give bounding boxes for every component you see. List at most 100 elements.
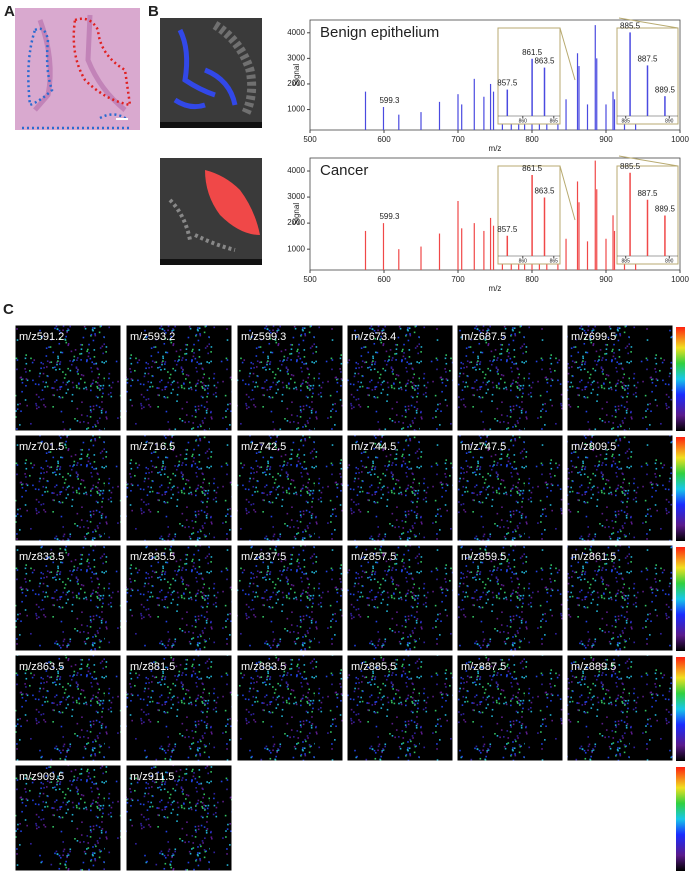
- inset-tick-label: 865: [550, 258, 559, 264]
- ion-label: m/z885.5: [351, 661, 396, 673]
- ion-label: m/z742.5: [241, 441, 286, 453]
- x-tick-label: 500: [303, 275, 317, 284]
- inset-tick-label: 860: [519, 118, 528, 124]
- color-bar: [676, 547, 685, 651]
- ion-label: m/z687.5: [461, 331, 506, 343]
- ion-image: [125, 764, 233, 872]
- inset-peak-label: 887.5: [637, 55, 658, 64]
- inset-tick-label: 885: [622, 118, 631, 124]
- ion-images: m/z591.2 m/z593.2 m/z599.3 m/z673.4 m/z687.5…: [14, 324, 685, 872]
- y-tick-label: 4000: [287, 28, 305, 37]
- spectrum-title: Benign epithelium: [320, 24, 439, 41]
- inset-peak-label: 863.5: [534, 57, 555, 66]
- panel-label: A: [4, 3, 15, 20]
- panel-label: B: [148, 3, 159, 20]
- ion-label: m/z673.4: [351, 331, 396, 343]
- ion-image: [125, 324, 233, 432]
- inset-tick-label: 860: [519, 258, 528, 264]
- peak-label: 599.3: [379, 212, 400, 221]
- spectrum-title: Cancer: [320, 162, 368, 179]
- ion-label: m/z833.5: [19, 551, 64, 563]
- inset-tick-label: 890: [665, 118, 674, 124]
- x-tick-label: 800: [525, 135, 539, 144]
- color-bar: [676, 327, 685, 431]
- inset-connector: [559, 27, 576, 81]
- ion-label: m/z699.5: [571, 331, 616, 343]
- ion-label: m/z887.5: [461, 661, 506, 673]
- ion-label: m/z599.3: [241, 331, 286, 343]
- ion-label: m/z591.2: [19, 331, 64, 343]
- ion-image: [346, 434, 454, 542]
- ion-label: m/z861.5: [571, 551, 616, 563]
- ion-image: [125, 434, 233, 542]
- inset-connector: [559, 165, 576, 221]
- panel-label: C: [3, 301, 14, 318]
- ion-image: [236, 434, 344, 542]
- ion-label: m/z889.5: [571, 661, 616, 673]
- ion-label: m/z744.5: [351, 441, 396, 453]
- peak-label: 599.3: [379, 96, 400, 105]
- ion-image: [456, 544, 564, 652]
- y-tick-label: 1000: [287, 244, 305, 253]
- histology-image: [15, 8, 140, 130]
- ion-label: m/z863.5: [19, 661, 64, 673]
- ion-label: m/z883.5: [241, 661, 286, 673]
- y-tick-label: 3000: [287, 53, 305, 62]
- inset-peak-label: 863.5: [534, 187, 555, 196]
- color-bar: [676, 437, 685, 541]
- ion-label: m/z881.5: [130, 661, 175, 673]
- y-tick-label: 3000: [287, 192, 305, 201]
- ion-image: [566, 434, 674, 542]
- ion-image: [346, 654, 454, 762]
- ion-label: m/z857.5: [351, 551, 396, 563]
- inset-peak-label: 861.5: [522, 164, 543, 173]
- ion-image: [456, 654, 564, 762]
- ion-image: [125, 654, 233, 762]
- x-axis-label: m/z: [489, 284, 502, 293]
- spectra: 500 600 700 800 900 1000 1000 2000 3000 4000 m/z Si…: [287, 17, 689, 293]
- ion-label: m/z911.5: [130, 771, 174, 783]
- ion-image: [236, 544, 344, 652]
- ion-image: [14, 434, 122, 542]
- x-tick-label: 600: [377, 135, 391, 144]
- inset-peak-label: 889.5: [655, 85, 676, 94]
- ion-image: [14, 654, 122, 762]
- ion-image: [236, 324, 344, 432]
- x-tick-label: 800: [525, 275, 539, 284]
- ion-label: m/z593.2: [130, 331, 175, 343]
- y-tick-label: 1000: [287, 105, 305, 114]
- inset-peak-label: 857.5: [497, 225, 518, 234]
- x-tick-label: 700: [451, 135, 465, 144]
- ion-label: m/z701.5: [19, 441, 64, 453]
- inset-connector: [618, 17, 679, 29]
- ion-image: [456, 324, 564, 432]
- ion-image: [14, 324, 122, 432]
- x-tick-label: 900: [599, 275, 613, 284]
- y-axis-label: Signal: [292, 203, 301, 225]
- inset-frame: [497, 27, 561, 125]
- ion-image: [125, 544, 233, 652]
- inset-peak-label: 887.5: [637, 189, 658, 198]
- inset-tick-label: 865: [550, 118, 559, 124]
- inset-frame: [497, 165, 561, 265]
- inset-peak-label: 885.5: [620, 22, 641, 31]
- ion-image: [14, 544, 122, 652]
- x-tick-label: 1000: [671, 135, 689, 144]
- ion-image: [346, 544, 454, 652]
- ion-label: m/z835.5: [130, 551, 175, 563]
- ion-label: m/z859.5: [461, 551, 506, 563]
- y-tick-label: 2000: [287, 218, 305, 227]
- inset-peak-label: 861.5: [522, 48, 543, 57]
- inset-peak-label: 857.5: [497, 79, 518, 88]
- ion-image: [566, 654, 674, 762]
- ion-label: m/z716.5: [130, 441, 175, 453]
- benign-image: [160, 18, 262, 128]
- ion-label: m/z809.5: [571, 441, 616, 453]
- x-axis-label: m/z: [489, 144, 502, 153]
- ion-label: m/z747.5: [461, 441, 506, 453]
- color-bar: [676, 657, 685, 761]
- inset-tick-label: 885: [622, 258, 631, 264]
- x-tick-label: 1000: [671, 275, 689, 284]
- inset-tick-label: 890: [665, 258, 674, 264]
